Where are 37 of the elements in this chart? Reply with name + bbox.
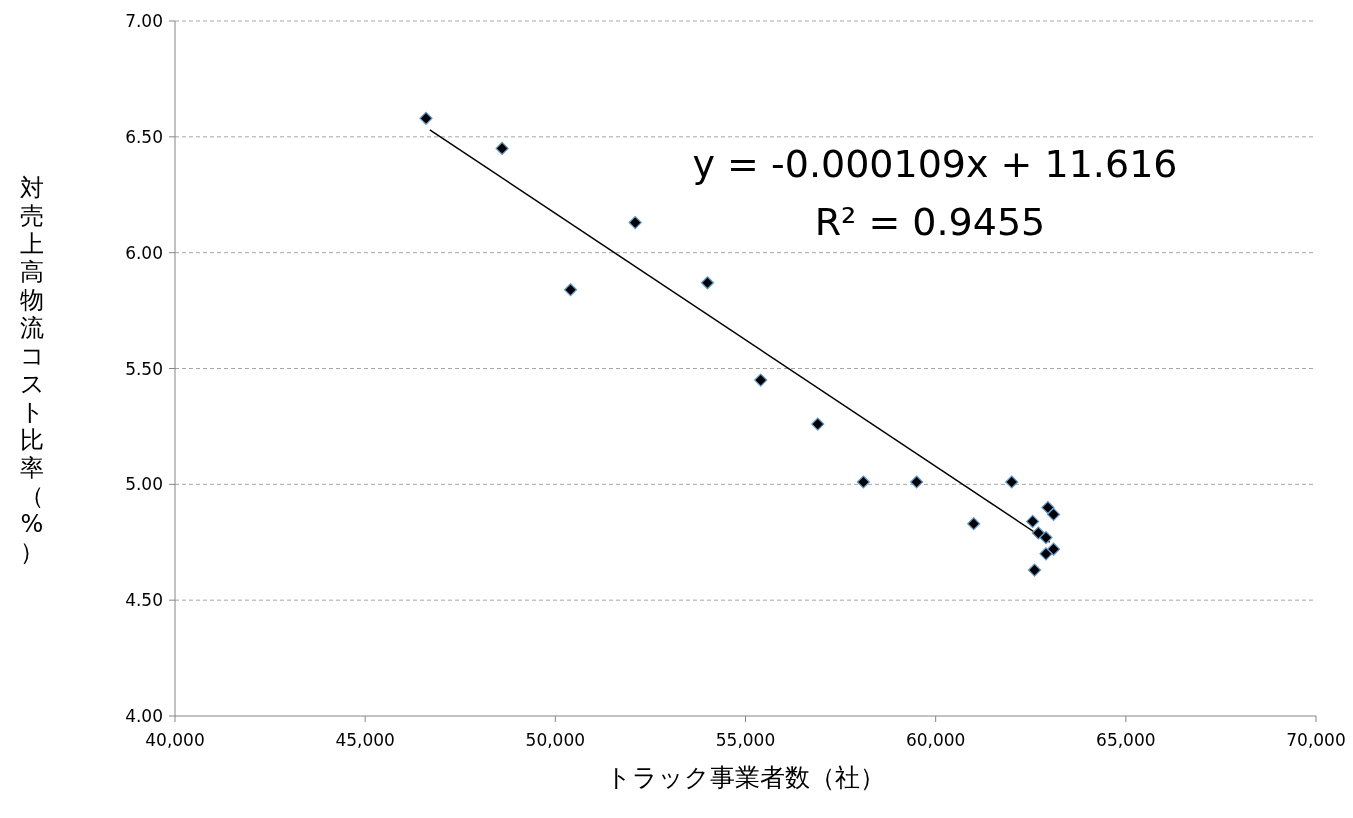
x-tick-label: 55,000 <box>715 730 776 750</box>
point <box>495 141 509 156</box>
annotation: R² = 0.9455 <box>814 200 1046 244</box>
x-tick-label: 60,000 <box>905 730 966 750</box>
point <box>1026 514 1040 528</box>
y-tick-label: 4.50 <box>125 590 163 611</box>
annotation: y = -0.000109x + 11.616 <box>692 142 1178 186</box>
point <box>1046 507 1061 522</box>
x-tick-label: 45,000 <box>335 730 395 750</box>
x-tick-label: 70,000 <box>1286 730 1346 750</box>
y-tick-label: 5.00 <box>125 474 163 495</box>
y-tick-label: 6.50 <box>125 126 163 147</box>
point <box>563 283 578 297</box>
y-tick-label: 7.00 <box>125 11 163 31</box>
point <box>1031 526 1045 540</box>
point <box>628 215 642 230</box>
point <box>967 517 981 531</box>
text: 対売上高物流コスト比率（%） <box>19 173 45 566</box>
point <box>1039 547 1053 561</box>
x-tick-label: 65,000 <box>1096 730 1156 750</box>
point <box>1039 531 1053 545</box>
point <box>856 475 870 489</box>
point <box>1005 475 1019 489</box>
point <box>700 276 715 290</box>
point <box>419 111 433 125</box>
point <box>754 373 768 387</box>
point <box>1027 563 1042 577</box>
point <box>910 475 924 489</box>
point <box>1046 542 1061 556</box>
y-tick-label: 5.50 <box>125 358 163 379</box>
x-tick-label: 50,000 <box>525 730 586 750</box>
point <box>1041 500 1055 515</box>
x-tick-label: 40,000 <box>145 730 205 750</box>
x-axis-title: トラック事業者数（社） <box>606 763 885 792</box>
y-tick-label: 4.00 <box>125 706 163 726</box>
y-tick-label: 6.00 <box>125 242 163 263</box>
point <box>811 417 825 431</box>
